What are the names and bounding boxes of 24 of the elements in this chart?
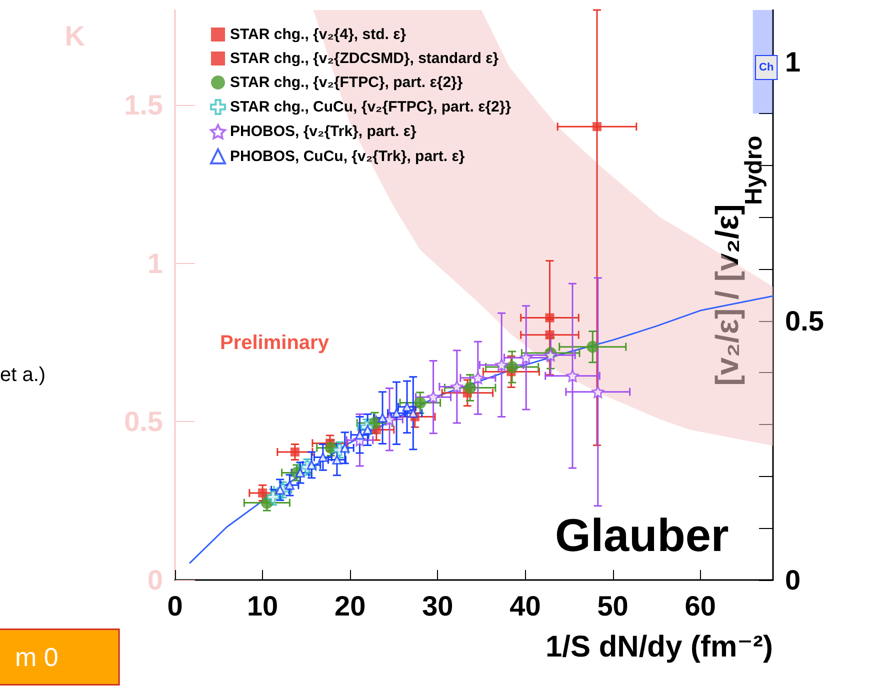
y2-tick-label: 0 [785,564,801,596]
x-axis-title: 1/S dN/dy (fm⁻²) [545,630,773,664]
annotation: Hydro [740,136,768,205]
x-tick-label: 0 [167,590,183,622]
x-tick-label: 50 [597,590,628,622]
legend-label: STAR chg., CuCu, {v₂{FTPC}, part. ε{2}} [230,98,512,116]
annotation: Glauber [555,509,729,561]
x-tick-label: 30 [422,590,454,622]
x-tick-label: 40 [510,590,541,622]
y2-tick-label: 0.5 [785,305,824,336]
annotation: Ch [759,62,774,74]
annotation: Preliminary [220,332,330,354]
x-tick-label: 20 [334,590,366,622]
text: et a.) [0,364,46,386]
legend-label: STAR chg., {v₂{4}, std. ε} [230,26,406,43]
x-tick-label: 10 [246,590,278,622]
y2-axis-title: [v₂/ε] / [v₂/ε] [709,204,745,386]
legend-label: STAR chg., {v₂{ZDCSMD}, standard ε} [230,50,499,67]
legend-label: PHOBOS, CuCu, {v₂{Trk}, part. ε} [230,148,465,165]
legend-label: PHOBOS, {v₂{Trk}, part. ε} [230,123,417,140]
x-tick-label: 60 [684,590,716,622]
legend-label: STAR chg., {v₂{FTPC}, part. ε{2}} [230,74,463,91]
y2-tick-label: 1 [785,46,801,78]
text: m 0 [15,642,58,672]
